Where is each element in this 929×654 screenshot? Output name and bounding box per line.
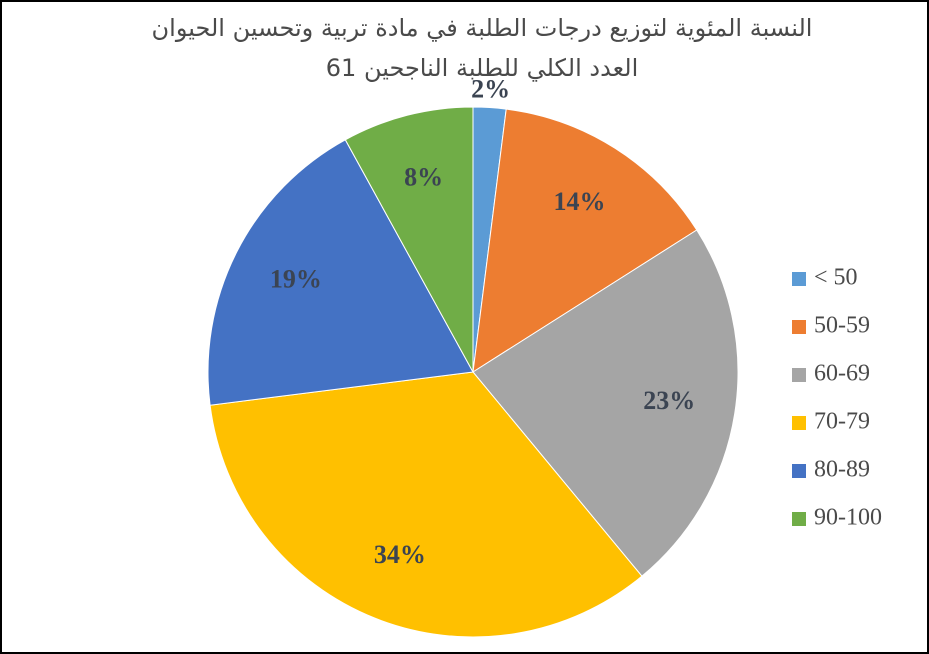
data-label: 34% <box>374 540 426 569</box>
data-label: 8% <box>404 162 443 191</box>
data-label: 14% <box>553 187 605 216</box>
legend-swatch <box>792 416 806 430</box>
data-label: 19% <box>270 265 322 294</box>
pie-slice <box>209 371 643 638</box>
chart-title: النسبة المئوية لتوزيع درجات الطلبة في ما… <box>151 14 813 82</box>
legend-label: 50-59 <box>814 313 870 339</box>
legend-label: 70-79 <box>814 409 870 435</box>
legend-swatch <box>792 512 806 526</box>
legend-swatch <box>792 368 806 382</box>
legend-label: < 50 <box>814 265 858 291</box>
legend-label: 60-69 <box>814 361 870 387</box>
pie-slice <box>472 108 698 373</box>
pie-slice <box>207 139 474 406</box>
data-label: 23% <box>643 386 695 415</box>
legend-swatch <box>792 320 806 334</box>
legend-label: 80-89 <box>814 457 870 483</box>
legend-label: 90-100 <box>814 505 882 531</box>
legend-swatch <box>792 464 806 478</box>
legend-swatch <box>792 272 806 286</box>
pie-slice <box>344 106 474 373</box>
pie-slice <box>472 229 739 577</box>
data-label: 2% <box>471 75 510 104</box>
